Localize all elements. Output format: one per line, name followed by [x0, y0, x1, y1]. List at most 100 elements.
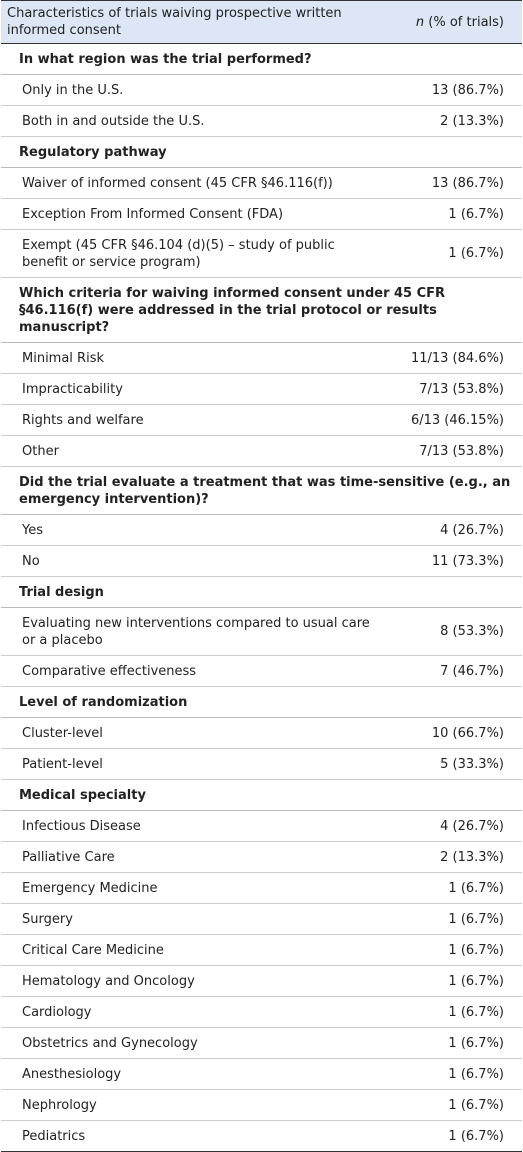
row-value: 1 (6.7%)	[386, 903, 522, 935]
row-value: 1 (6.7%)	[386, 1089, 522, 1121]
data-row: Yes 4 (26.7%)	[1, 514, 522, 546]
section-row: Level of randomization	[1, 686, 522, 718]
row-label: Exempt (45 CFR §46.104 (d)(5) – study of…	[1, 229, 386, 278]
table-body: In what region was the trial performed? O…	[1, 43, 522, 1152]
row-value: 11 (73.3%)	[386, 545, 522, 577]
data-row: Impracticability 7/13 (53.8%)	[1, 373, 522, 405]
data-row: Comparative effectiveness 7 (46.7%)	[1, 655, 522, 687]
row-label: Nephrology	[1, 1089, 386, 1121]
section-row: Trial design	[1, 576, 522, 608]
row-label: Evaluating new interventions compared to…	[1, 607, 386, 656]
row-label: Only in the U.S.	[1, 74, 386, 106]
row-value: 4 (26.7%)	[386, 514, 522, 546]
row-label: Rights and welfare	[1, 404, 386, 436]
row-label: Emergency Medicine	[1, 872, 386, 904]
row-label: Pediatrics	[1, 1120, 386, 1152]
data-row: Obstetrics and Gynecology 1 (6.7%)	[1, 1027, 522, 1059]
section-title: Level of randomization	[1, 686, 522, 718]
section-title: In what region was the trial performed?	[1, 43, 522, 75]
section-row: Medical specialty	[1, 779, 522, 811]
row-value: 7/13 (53.8%)	[386, 373, 522, 405]
row-label: Impracticability	[1, 373, 386, 405]
data-row: Exception From Informed Consent (FDA) 1 (…	[1, 198, 522, 230]
row-label: Cardiology	[1, 996, 386, 1028]
data-row: No 11 (73.3%)	[1, 545, 522, 577]
row-label: Other	[1, 435, 386, 467]
row-value: 5 (33.3%)	[386, 748, 522, 780]
section-title: Medical specialty	[1, 779, 522, 811]
data-row: Infectious Disease 4 (26.7%)	[1, 810, 522, 842]
row-value: 4 (26.7%)	[386, 810, 522, 842]
data-row: Nephrology 1 (6.7%)	[1, 1089, 522, 1121]
data-row: Minimal Risk 11/13 (84.6%)	[1, 342, 522, 374]
row-label: Comparative effectiveness	[1, 655, 386, 687]
row-label: Waiver of informed consent (45 CFR §46.1…	[1, 167, 386, 199]
row-label: Surgery	[1, 903, 386, 935]
row-value: 2 (13.3%)	[386, 841, 522, 873]
data-row: Pediatrics 1 (6.7%)	[1, 1120, 522, 1152]
header-cell: n (% of trials)	[386, 0, 522, 44]
data-row: Hematology and Oncology 1 (6.7%)	[1, 965, 522, 997]
data-row: Evaluating new interventions compared to…	[1, 607, 522, 656]
row-value: 1 (6.7%)	[386, 934, 522, 966]
data-row: Patient-level 5 (33.3%)	[1, 748, 522, 780]
data-row: Surgery 1 (6.7%)	[1, 903, 522, 935]
row-value: 13 (86.7%)	[386, 74, 522, 106]
data-row: Both in and outside the U.S. 2 (13.3%)	[1, 105, 522, 137]
section-row: Which criteria for waiving informed cons…	[1, 277, 522, 343]
row-label: Cluster-level	[1, 717, 386, 749]
row-value: 8 (53.3%)	[386, 607, 522, 656]
row-value: 1 (6.7%)	[386, 198, 522, 230]
row-value: 1 (6.7%)	[386, 229, 522, 278]
section-title: Trial design	[1, 576, 522, 608]
row-value: 7/13 (53.8%)	[386, 435, 522, 467]
row-label: Obstetrics and Gynecology	[1, 1027, 386, 1059]
data-row: Other 7/13 (53.8%)	[1, 435, 522, 467]
row-value: 10 (66.7%)	[386, 717, 522, 749]
data-row: Cardiology 1 (6.7%)	[1, 996, 522, 1028]
row-label: Both in and outside the U.S.	[1, 105, 386, 137]
section-title: Did the trial evaluate a treatment that …	[1, 466, 522, 515]
data-row: Waiver of informed consent (45 CFR §46.1…	[1, 167, 522, 199]
row-label: No	[1, 545, 386, 577]
data-row: Only in the U.S. 13 (86.7%)	[1, 74, 522, 106]
section-row: In what region was the trial performed?	[1, 43, 522, 75]
header-symbol: n	[415, 14, 425, 30]
row-value: 13 (86.7%)	[386, 167, 522, 199]
section-row: Regulatory pathway	[1, 136, 522, 168]
row-value: 1 (6.7%)	[386, 996, 522, 1028]
data-row: Rights and welfare 6/13 (46.15%)	[1, 404, 522, 436]
header-unit: (% of trials)	[428, 14, 504, 30]
row-value: 11/13 (84.6%)	[386, 342, 522, 374]
row-label: Minimal Risk	[1, 342, 386, 374]
row-value: 6/13 (46.15%)	[386, 404, 522, 436]
row-value: 1 (6.7%)	[386, 1058, 522, 1090]
row-label: Palliative Care	[1, 841, 386, 873]
row-value: 1 (6.7%)	[386, 965, 522, 997]
data-row: Exempt (45 CFR §46.104 (d)(5) – study of…	[1, 229, 522, 278]
row-label: Anesthesiology	[1, 1058, 386, 1090]
data-row: Cluster-level 10 (66.7%)	[1, 717, 522, 749]
row-label: Exception From Informed Consent (FDA)	[1, 198, 386, 230]
section-title: Which criteria for waiving informed cons…	[1, 277, 522, 343]
row-label: Critical Care Medicine	[1, 934, 386, 966]
data-row: Emergency Medicine 1 (6.7%)	[1, 872, 522, 904]
header-cell: Characteristics of trials waiving prospe…	[1, 0, 386, 44]
section-row: Did the trial evaluate a treatment that …	[1, 466, 522, 515]
row-label: Patient-level	[1, 748, 386, 780]
row-value: 1 (6.7%)	[386, 1027, 522, 1059]
row-label: Yes	[1, 514, 386, 546]
row-value: 7 (46.7%)	[386, 655, 522, 687]
data-row: Anesthesiology 1 (6.7%)	[1, 1058, 522, 1090]
row-label: Infectious Disease	[1, 810, 386, 842]
header-row: Characteristics of trials waiving prospe…	[1, 0, 522, 44]
row-value: 1 (6.7%)	[386, 1120, 522, 1152]
row-value: 2 (13.3%)	[386, 105, 522, 137]
row-value: 1 (6.7%)	[386, 872, 522, 904]
data-row: Palliative Care 2 (13.3%)	[1, 841, 522, 873]
section-title: Regulatory pathway	[1, 136, 522, 168]
row-label: Hematology and Oncology	[1, 965, 386, 997]
data-row: Critical Care Medicine 1 (6.7%)	[1, 934, 522, 966]
